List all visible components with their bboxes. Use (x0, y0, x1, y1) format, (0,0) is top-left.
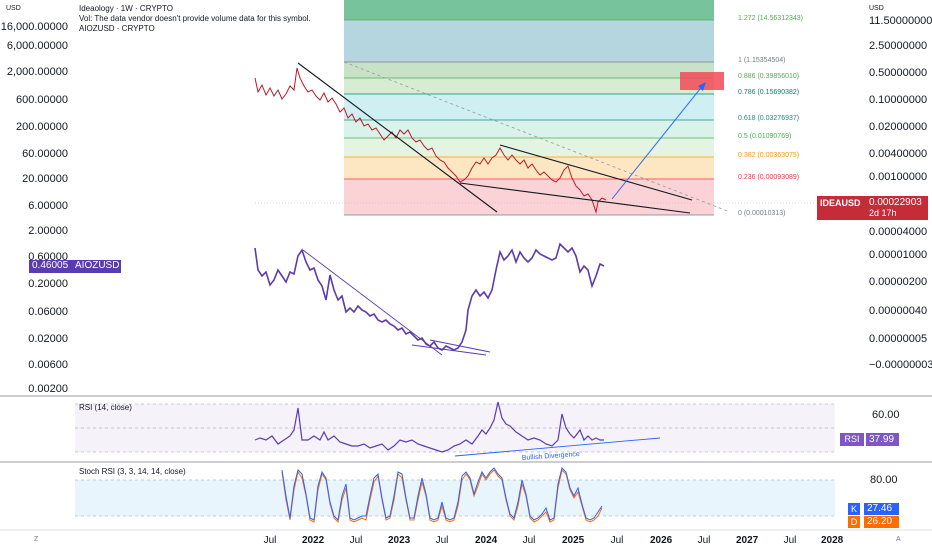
time-axis-tick: Jul (783, 535, 797, 546)
right-axis-tick: 2.50000000 (869, 40, 928, 52)
right-unit-label: USD (869, 5, 884, 12)
fib-level-label: 0.5 (0.01090769) (738, 133, 792, 140)
rsi-label-tag: RSI (840, 433, 864, 446)
time-axis-tick: Jul (610, 535, 624, 546)
fib-level-label: 0.786 (0.15690382) (738, 89, 800, 96)
time-axis-tick: Jul (263, 535, 277, 546)
stoch-k-line (281, 467, 603, 522)
price-tag-value-box: 0.00022903 2d 17h (866, 196, 928, 220)
left-axis-tick: 200.00000 (16, 121, 68, 133)
time-axis-tick: 2023 (388, 535, 411, 546)
price-tag-countdown: 2d 17h (869, 208, 897, 218)
left-axis-tick: 600.00000 (16, 94, 68, 106)
time-axis-tick: 2022 (302, 535, 325, 546)
right-axis-tick: 0.00000200 (869, 276, 928, 288)
target-zone (680, 72, 724, 90)
footer-left-glyph[interactable]: Z (34, 536, 39, 543)
fib-level-label: 0.618 (0.03276937) (738, 115, 800, 122)
footer-right-glyph[interactable]: A (896, 536, 901, 543)
left-axis-tick: 6,000.00000 (6, 40, 68, 52)
left-axis-tick: 0.20000 (28, 278, 68, 290)
right-axis-tick: 0.02000000 (869, 121, 928, 133)
stoch-k-value: 27.46 (864, 503, 899, 515)
overlay-tag-symbol: AIOZUSD (75, 260, 120, 271)
ideausd-price-line (254, 67, 607, 214)
right-axis-tick: 0.00100000 (869, 171, 928, 183)
time-axis-tick: Jul (697, 535, 711, 546)
volume-note: Vol: The data vendor doesn't provide vol… (79, 14, 311, 23)
left-unit-label: USD (6, 5, 21, 12)
left-axis-tick: 16,000.00000 (0, 21, 68, 33)
rsi-divergence-line (454, 437, 661, 457)
left-axis-tick: 0.06000 (28, 306, 68, 318)
left-axis-tick: 60.00000 (22, 148, 68, 160)
rsi-tick: 60.00 (872, 409, 900, 421)
left-axis-tick: 0.02000 (28, 333, 68, 345)
rsi-annotation: Bullish Divergence (522, 451, 580, 462)
fib-level-label: 1 (1.15354504) (738, 57, 786, 64)
stoch-d-line (281, 469, 603, 524)
price-tag-value: 0.00022903 (869, 197, 922, 208)
stoch-title: Stoch RSI (3, 3, 14, 14, close) (79, 467, 186, 476)
left-axis-tick: 0.00200 (28, 383, 68, 395)
time-axis-tick: Jul (522, 535, 536, 546)
stoch-d-value: 26.20 (864, 516, 899, 528)
time-axis-tick: 2026 (650, 535, 673, 546)
price-tag-symbol: IDEAUSD (820, 198, 861, 208)
right-axis-tick: 0.00000040 (869, 305, 928, 317)
time-axis-tick: 2024 (475, 535, 498, 546)
left-axis-tick: 2,000.00000 (6, 66, 68, 78)
fib-zones (344, 0, 714, 215)
right-axis-tick: 0.00000005 (869, 333, 928, 345)
right-axis-tick: 0.10000000 (869, 94, 928, 106)
aiozusd-price-line (254, 242, 605, 351)
right-axis-tick: 11.50000000 (869, 15, 932, 27)
chart-title: Ideaology · 1W · CRYPTO (79, 4, 173, 13)
fib-level-label: 0 (0.00010313) (738, 210, 786, 217)
overlay-tag: 0.46005 AIOZUSD (29, 260, 121, 273)
right-axis-tick: −0.00000003 (869, 359, 932, 371)
time-axis-tick: Jul (435, 535, 449, 546)
time-axis-tick: 2025 (562, 535, 585, 546)
time-axis-tick: 2028 (821, 535, 844, 546)
overlay-tag-value: 0.46005 (32, 260, 69, 271)
time-axis-tick: 2027 (736, 535, 759, 546)
left-axis-tick: 20.00000 (22, 173, 68, 185)
stoch-d-label: D (848, 516, 860, 528)
fib-level-label: 1.272 (14.56312343) (738, 15, 803, 22)
overlay-symbol: AIOZUSD · CRYPTO (79, 24, 155, 33)
rsi-title: RSI (14, close) (79, 403, 132, 412)
right-axis-tick: 0.00001000 (869, 249, 928, 261)
stoch-k-label: K (848, 503, 860, 515)
projection-arrow (611, 83, 705, 200)
right-axis-tick: 0.50000000 (869, 67, 928, 79)
fib-level-label: 0.886 (0.39856010) (738, 73, 800, 80)
left-axis-tick: 6.00000 (28, 200, 68, 212)
time-axis-tick: Jul (349, 535, 363, 546)
right-axis-tick: 0.00004000 (869, 226, 928, 238)
rsi-line (254, 401, 604, 453)
left-axis-tick: 0.00600 (28, 359, 68, 371)
stoch-tick: 80.00 (870, 474, 898, 486)
right-axis-tick: 0.00400000 (869, 148, 928, 160)
fib-level-label: 0.236 (0.00093089) (738, 174, 800, 181)
left-axis-tick: 2.00000 (28, 225, 68, 237)
fib-level-label: 0.382 (0.00363075) (738, 152, 800, 159)
rsi-value-tag: 37.99 (866, 433, 899, 446)
